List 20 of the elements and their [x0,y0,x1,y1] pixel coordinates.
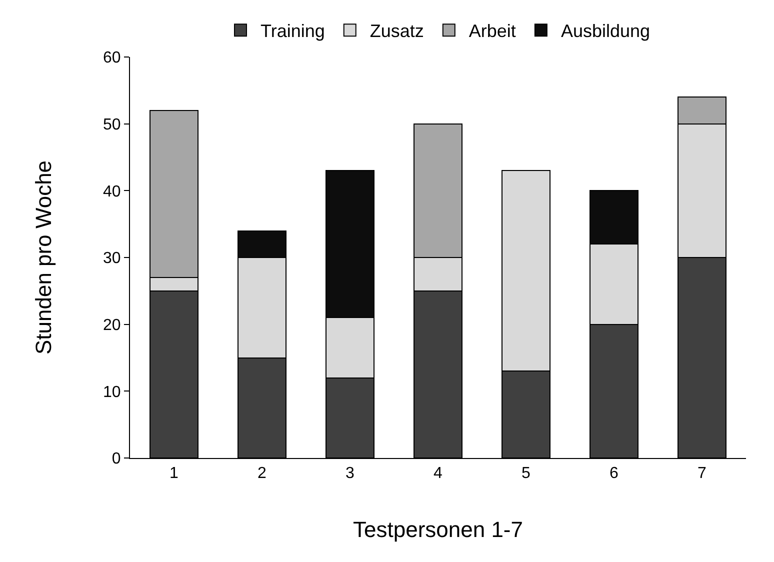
x-tick-label: 5 [522,465,531,482]
x-tick-label: 2 [258,465,267,482]
legend-label: Ausbildung [560,21,650,42]
x-axis-title: Testpersonen 1-7 [353,517,523,542]
y-tick-label: 0 [112,450,121,468]
legend-label: Arbeit [468,21,516,42]
x-tick-label: 6 [610,465,619,482]
y-tick-label: 40 [103,183,121,200]
y-axis-title: Stunden pro Woche [30,160,56,355]
y-tick-label: 10 [103,384,121,401]
legend-label: Training [260,21,325,42]
y-tick-label: 30 [103,250,121,268]
x-tick-label: 7 [698,465,707,482]
x-tick-label: 1 [170,465,179,482]
y-tick-label: 50 [103,116,121,134]
x-tick-label: 3 [346,465,355,482]
y-tick-label: 60 [103,50,121,67]
y-tick-label: 20 [103,316,121,334]
x-tick-label: 4 [434,465,443,482]
legend-label: Zusatz [370,21,424,42]
